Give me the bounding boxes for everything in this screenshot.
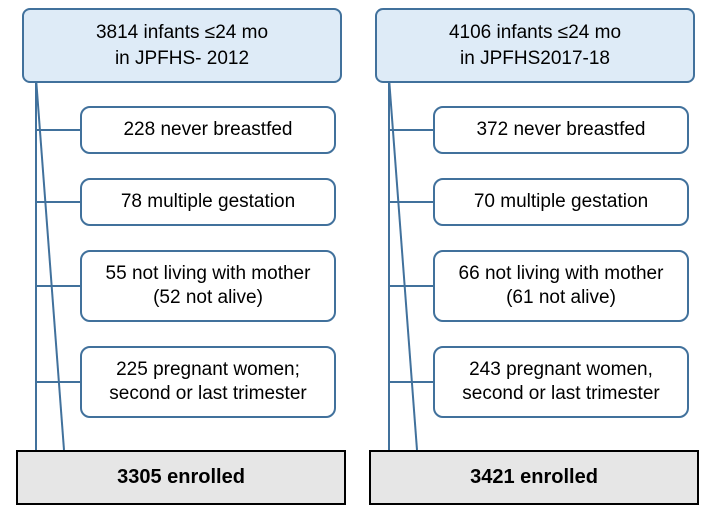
footer-text: 3305 enrolled xyxy=(117,466,245,488)
exclusion-line1: 66 not living with mother xyxy=(441,262,681,286)
exclusion-box: 66 not living with mother (61 not alive) xyxy=(433,250,689,322)
footer-text: 3421 enrolled xyxy=(470,466,598,488)
exclusion-line2: second or last trimester xyxy=(88,382,328,406)
header-line2: in JPFHS2017-18 xyxy=(385,46,685,72)
header-line2: in JPFHS- 2012 xyxy=(32,46,332,72)
exclusion-box: 55 not living with mother (52 not alive) xyxy=(80,250,336,322)
exclusion-line1: 243 pregnant women, xyxy=(441,358,681,382)
header-line1: 3814 infants ≤24 mo xyxy=(32,20,332,46)
exclusion-box: 70 multiple gestation xyxy=(433,178,689,226)
exclusion-box: 228 never breastfed xyxy=(80,106,336,154)
header-line1: 4106 infants ≤24 mo xyxy=(385,20,685,46)
flow-diagram: 3814 infants ≤24 mo in JPFHS- 2012 228 n… xyxy=(0,0,709,522)
exclusion-line2: second or last trimester xyxy=(441,382,681,406)
header-box-2012: 3814 infants ≤24 mo in JPFHS- 2012 xyxy=(22,8,342,83)
exclusion-line1: 228 never breastfed xyxy=(88,118,328,142)
exclusion-line1: 55 not living with mother xyxy=(88,262,328,286)
exclusion-box: 372 never breastfed xyxy=(433,106,689,154)
exclusion-line1: 70 multiple gestation xyxy=(441,190,681,214)
footer-box-2017: 3421 enrolled xyxy=(369,450,699,505)
exclusion-box: 243 pregnant women, second or last trime… xyxy=(433,346,689,418)
exclusion-line1: 225 pregnant women; xyxy=(88,358,328,382)
footer-box-2012: 3305 enrolled xyxy=(16,450,346,505)
exclusion-box: 225 pregnant women; second or last trime… xyxy=(80,346,336,418)
exclusion-line1: 372 never breastfed xyxy=(441,118,681,142)
exclusion-line2: (61 not alive) xyxy=(441,286,681,310)
exclusion-line2: (52 not alive) xyxy=(88,286,328,310)
exclusion-line1: 78 multiple gestation xyxy=(88,190,328,214)
exclusion-box: 78 multiple gestation xyxy=(80,178,336,226)
header-box-2017: 4106 infants ≤24 mo in JPFHS2017-18 xyxy=(375,8,695,83)
